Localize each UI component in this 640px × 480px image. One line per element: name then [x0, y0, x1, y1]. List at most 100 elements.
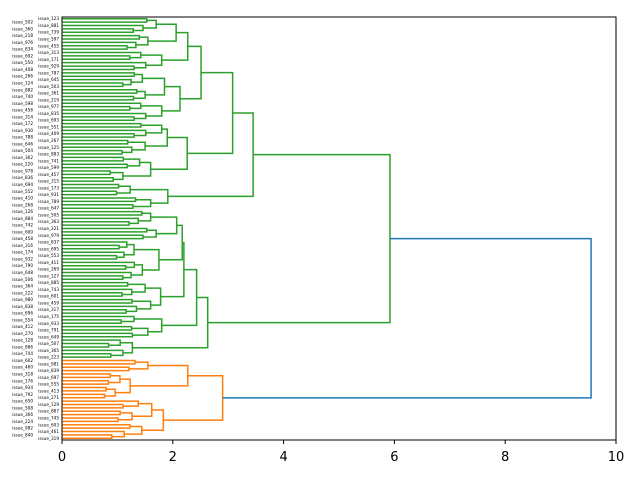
leaf-label: issue_979: [38, 233, 59, 238]
dendrogram-link: [62, 170, 111, 176]
leaf-label: issue_982: [12, 426, 33, 431]
dendrogram-link: [62, 112, 147, 120]
leaf-label: issue_739: [38, 30, 59, 35]
leaf-label: issue_693: [38, 118, 59, 123]
dendrogram-link: [62, 51, 142, 59]
dendrogram-link: [62, 352, 112, 358]
leaf-label: issue_456: [12, 108, 33, 113]
dendrogram-link: [62, 319, 122, 325]
dendrogram-link: [62, 430, 125, 438]
leaf-label: issue_221: [38, 226, 59, 231]
leaf-label: issue_692: [12, 53, 33, 58]
leaf-label: issue_127: [38, 273, 59, 278]
dendrogram-link: [62, 271, 132, 279]
leaf-label: issue_172: [12, 121, 33, 126]
leaf-label: issue_413: [38, 388, 59, 393]
dendrogram-link: [150, 216, 178, 235]
dendrogram-link: [62, 417, 119, 423]
dendrogram-link: [62, 410, 121, 416]
leaf-label: issue_457: [38, 172, 59, 177]
dendrogram-link: [62, 264, 127, 270]
leaf-label: issue_976: [12, 40, 33, 45]
leaf-label: issue_933: [38, 321, 59, 326]
leaf-label: issue_224: [12, 419, 33, 424]
dendrogram-link: [62, 45, 128, 50]
dendrogram-link: [127, 283, 146, 293]
leaf-label: issue_409: [38, 131, 59, 136]
leaf-label: issue_408: [12, 67, 33, 72]
dendrogram-link: [62, 61, 147, 69]
dendrogram-link: [62, 82, 124, 88]
dendrogram-link: [62, 275, 124, 281]
leaf-labels: issue_123 issue_502 issue_881 issue_360issu…: [12, 16, 59, 441]
leaf-label: issue_508: [12, 405, 33, 410]
dendrogram-link: [62, 424, 131, 429]
dendrogram-link: [62, 315, 135, 323]
leaf-label: issue_836: [12, 175, 33, 180]
dendrogram-link: [62, 210, 143, 216]
leaf-label: issue_504: [12, 148, 33, 153]
leaf-label: issue_124: [12, 80, 33, 85]
dendrogram-link: [62, 139, 129, 145]
leaf-label: issue_365: [38, 348, 59, 353]
leaf-label: issue_744: [12, 351, 33, 356]
dendrogram-link: [62, 28, 135, 33]
leaf-label: issue_934: [12, 385, 33, 390]
leaf-label: issue_597: [38, 36, 59, 41]
leaf-label: issue_223: [38, 355, 59, 360]
leaf-label: issue_745: [38, 416, 59, 421]
dendrogram-link: [140, 105, 163, 117]
dendrogram-link: [187, 71, 234, 155]
leaf-label: issue_602: [12, 358, 33, 363]
leaf-label: issue_835: [38, 111, 59, 116]
leaf-label: issue_601: [38, 294, 59, 299]
leaf-label: issue_834: [12, 47, 33, 52]
dendrogram-link: [127, 141, 146, 151]
leaf-label: issue_129: [38, 402, 59, 407]
dendrogram-link: [62, 308, 127, 314]
leaf-label: issue_171: [38, 57, 59, 62]
leaf-label: issue_550: [12, 60, 33, 65]
leaf-label: issue_551: [38, 124, 59, 129]
leaf-label: issue_553: [38, 253, 59, 258]
dendrogram-link: [62, 102, 142, 110]
dendrogram-link: [62, 434, 113, 440]
leaf-label: issue_740: [12, 94, 33, 99]
leaf-label: issue_502: [12, 20, 33, 25]
dendrogram-link: [62, 386, 107, 392]
leaf-label: issue_695: [38, 246, 59, 251]
dendrogram-link: [62, 292, 123, 297]
dendrogram-link: [62, 55, 131, 61]
dendrogram-link: [147, 23, 177, 42]
dendrogram-link: [158, 224, 183, 261]
leaf-label: issue_319: [38, 436, 59, 441]
x-tick-label: 6: [390, 450, 398, 465]
leaf-label: issue_459: [38, 300, 59, 305]
leaf-label: issue_360: [12, 26, 33, 31]
leaf-label: issue_271: [38, 395, 59, 400]
dendrogram-link: [62, 132, 135, 138]
leaf-label: issue_881: [38, 23, 59, 28]
leaf-label: issue_887: [38, 409, 59, 414]
leaf-label: issue_838: [12, 304, 33, 309]
leaf-label: issue_503: [38, 84, 59, 89]
dendrogram-link: [62, 281, 129, 287]
leaf-label: issue_269: [38, 267, 59, 272]
leaf-label: issue_318: [12, 372, 33, 377]
leaf-label: issue_788: [12, 135, 33, 140]
dendrogram-link: [145, 128, 169, 147]
leaf-label: issue_741: [38, 158, 59, 163]
x-axis: 0 2 4 6 8 10: [58, 440, 624, 465]
leaf-label: issue_411: [38, 260, 59, 265]
dendrogram-link: [222, 237, 592, 399]
dendrogram-link: [62, 261, 136, 269]
dendrogram-link: [62, 17, 148, 23]
dendrogram-link: [62, 325, 133, 331]
leaf-label: issue_837: [38, 240, 59, 245]
leaf-label: issue_173: [38, 185, 59, 190]
leaf-label: issue_267: [38, 138, 59, 143]
leaf-label: issue_461: [38, 429, 59, 434]
leaf-label: issue_366: [12, 412, 33, 417]
leaf-label: issue_980: [12, 297, 33, 302]
leaf-label: issue_175: [38, 314, 59, 319]
